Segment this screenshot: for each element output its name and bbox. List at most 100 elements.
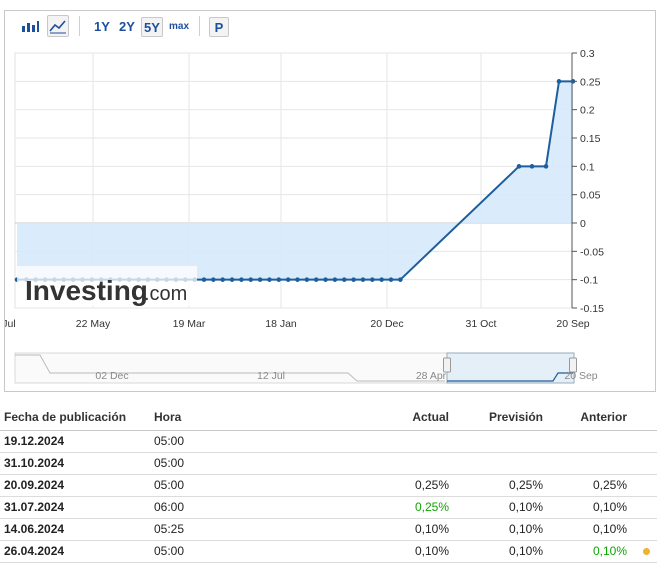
data-point xyxy=(295,277,300,282)
col-date-header: Fecha de publicación xyxy=(0,404,150,431)
col-forecast-header: Previsión xyxy=(453,404,547,431)
time-cell: 05:00 xyxy=(150,474,260,497)
data-point xyxy=(313,277,319,282)
x-tick-label: 31 Oct xyxy=(466,318,497,330)
navigator-selected-line xyxy=(447,372,573,382)
data-point xyxy=(304,277,310,282)
row-extra-cell xyxy=(631,474,657,497)
forecast-cell xyxy=(453,452,547,475)
forecast-cell: 0,10% xyxy=(453,518,547,541)
bar-chart-icon[interactable] xyxy=(19,15,41,37)
table-row: 19.12.2024 05:00 xyxy=(0,430,657,453)
chart-toolbar: 1Y 2Y 5Y max P xyxy=(5,11,655,41)
chart-panel: 1Y 2Y 5Y max P 0.3 0.25 0.2 0.15 0.1 0.05 0 -0.… xyxy=(4,10,656,392)
data-point xyxy=(543,164,549,169)
table-row: 31.07.2024 06:00 0,25% 0,10% 0,10% xyxy=(0,496,657,519)
y-tick-label: 0 xyxy=(580,218,586,230)
y-tick-label: 0.2 xyxy=(580,105,595,117)
navigator-handle xyxy=(443,357,451,373)
actual-cell: 0,25% xyxy=(260,496,453,519)
date-cell: 20.09.2024 xyxy=(0,474,150,497)
logo-brand: Investing xyxy=(25,275,148,306)
y-axis-ticks: 0.3 0.25 0.2 0.15 0.1 0.05 0 -0.05 -0.1 -0.15 xyxy=(571,48,604,315)
data-point xyxy=(220,277,225,282)
actual-cell xyxy=(260,452,453,475)
navigator-history-line xyxy=(15,354,445,382)
x-tick-label: 18 Jan xyxy=(265,318,297,330)
navigator-tick-label: 20 Sep xyxy=(564,370,597,382)
data-point xyxy=(285,277,291,282)
col-actual-header: Actual xyxy=(260,404,453,431)
data-point xyxy=(332,277,338,282)
data-point xyxy=(323,277,328,282)
data-point xyxy=(370,277,375,282)
navigator-tick-label: 12 Jul xyxy=(257,370,285,382)
y-tick-label: 0.15 xyxy=(580,133,601,145)
x-tick-label: 19 Mar xyxy=(173,318,206,330)
table-row: 26.04.2024 05:00 0,10% 0,10% 0,10% xyxy=(0,540,657,563)
row-extra-cell xyxy=(631,452,657,475)
chart-navigator[interactable]: 02 Dec 12 Jul 28 Apr 20 Sep xyxy=(14,352,598,384)
y-tick-label: 0.1 xyxy=(580,161,595,173)
data-point xyxy=(276,277,282,282)
actual-cell: 0,10% xyxy=(260,518,453,541)
data-point xyxy=(388,277,394,282)
data-point xyxy=(529,164,535,169)
previous-cell: 0,10% xyxy=(547,540,631,563)
y-tick-label: -0.1 xyxy=(580,275,598,287)
x-axis-ticks: Jul 22 May 19 Mar 18 Jan 20 Dec 31 Oct 20 Sep xyxy=(5,318,590,330)
x-tick-label: 20 Sep xyxy=(556,318,589,330)
data-point xyxy=(398,277,403,282)
forecast-cell xyxy=(453,430,547,453)
navigator-handle xyxy=(569,357,577,373)
table-row: 31.10.2024 05:00 xyxy=(0,452,657,475)
y-tick-label: 0.25 xyxy=(580,76,601,88)
events-table: Fecha de publicación Hora Actual Previsi… xyxy=(0,404,657,563)
table-row: 20.09.2024 05:00 0,25% 0,25% 0,25% xyxy=(0,474,657,497)
actual-cell: 0,25% xyxy=(260,474,453,497)
navigator-tick-label: 02 Dec xyxy=(95,370,128,382)
col-extra-header xyxy=(631,404,657,431)
toolbar-divider xyxy=(79,16,80,36)
line-chart: 0.3 0.25 0.2 0.15 0.1 0.05 0 -0.05 -0.1 -0.15 Jul… xyxy=(5,48,604,384)
range-5y-button[interactable]: 5Y xyxy=(141,17,163,37)
data-point xyxy=(267,277,272,282)
toolbar-divider xyxy=(199,16,200,36)
x-tick-label: Jul xyxy=(5,318,16,330)
time-cell: 05:00 xyxy=(150,452,260,475)
data-point xyxy=(341,277,347,282)
y-tick-label: -0.05 xyxy=(580,246,604,258)
data-point xyxy=(516,164,522,169)
x-tick-label: 22 May xyxy=(76,318,111,330)
date-cell: 26.04.2024 xyxy=(0,540,150,563)
actual-cell: 0,10% xyxy=(260,540,453,563)
data-point xyxy=(201,277,207,282)
previous-cell xyxy=(547,430,631,453)
revision-indicator-icon xyxy=(643,548,650,556)
data-point xyxy=(351,277,356,282)
row-extra-cell xyxy=(631,496,657,519)
range-max-button[interactable]: max xyxy=(168,21,189,32)
date-cell: 31.07.2024 xyxy=(0,496,150,519)
y-tick-label: 0.05 xyxy=(580,190,601,202)
data-point xyxy=(239,277,244,282)
date-cell: 31.10.2024 xyxy=(0,452,150,475)
row-extra-cell xyxy=(631,518,657,541)
investing-logo: Investing .com xyxy=(17,266,197,306)
table-body: 19.12.2024 05:00 31.10.2024 05:00 20.09.2024… xyxy=(0,430,657,563)
line-chart-icon[interactable] xyxy=(47,15,69,37)
col-previous-header: Anterior xyxy=(547,404,631,431)
data-point xyxy=(211,277,216,282)
p-button[interactable]: P xyxy=(209,17,229,37)
table-header-row: Fecha de publicación Hora Actual Previsi… xyxy=(0,404,657,431)
date-cell: 14.06.2024 xyxy=(0,518,150,541)
x-tick-label: 20 Dec xyxy=(370,318,403,330)
data-point xyxy=(257,277,263,282)
chart-area-fill xyxy=(17,81,573,280)
forecast-cell: 0,25% xyxy=(453,474,547,497)
data-point xyxy=(556,79,562,84)
date-cell: 19.12.2024 xyxy=(0,430,150,453)
range-1y-button[interactable]: 1Y xyxy=(94,19,110,34)
time-cell: 05:25 xyxy=(150,518,260,541)
range-2y-button[interactable]: 2Y xyxy=(119,19,135,34)
